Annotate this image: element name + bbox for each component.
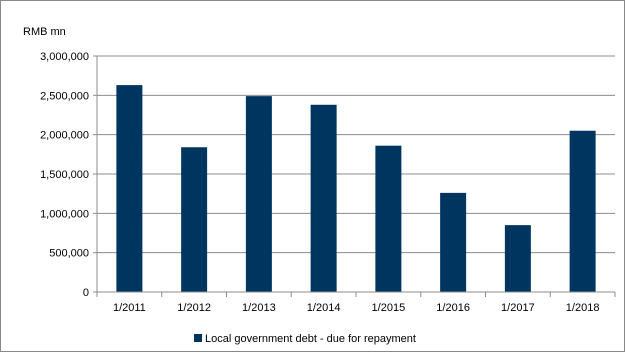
x-tick-label: 1/2015 — [372, 302, 406, 314]
legend: Local government debt - due for repaymen… — [194, 333, 416, 345]
x-tick-label: 1/2013 — [242, 302, 276, 314]
x-tick-label: 1/2018 — [566, 302, 600, 314]
bar — [504, 225, 531, 292]
y-tick-label: 2,500,000 — [40, 90, 89, 102]
x-tick-label: 1/2014 — [307, 302, 341, 314]
y-tick-label: 1,000,000 — [40, 208, 89, 220]
bar — [440, 192, 467, 292]
bar — [245, 96, 272, 293]
y-tick-label: 500,000 — [49, 248, 89, 260]
legend-swatch — [194, 334, 202, 342]
bar — [375, 145, 402, 292]
bar — [181, 147, 208, 292]
bar — [310, 104, 337, 292]
y-tick-label: 0 — [83, 287, 89, 299]
y-tick-label: 1,500,000 — [40, 169, 89, 181]
x-tick-label: 1/2011 — [113, 302, 146, 314]
legend-label: Local government debt - due for repaymen… — [205, 333, 416, 345]
bar — [116, 85, 143, 293]
y-tick-label: 3,000,000 — [40, 51, 89, 63]
gridlines — [97, 55, 615, 254]
bars — [116, 85, 596, 293]
x-tick-label: 1/2017 — [501, 302, 535, 314]
y-unit-label: RMB mn — [23, 26, 66, 38]
bar — [569, 130, 596, 292]
x-tick-label: 1/2012 — [177, 302, 211, 314]
x-tick-label: 1/2016 — [436, 302, 470, 314]
y-axis-ticks: 0 500,000 1,000,000 1,500,000 2,000,000 2,500… — [40, 51, 97, 299]
x-axis-ticks: 1/2011 1/2012 1/2013 1/2014 1/2015 1/2016 1/20… — [96, 292, 616, 314]
y-tick-label: 2,000,000 — [40, 130, 89, 142]
